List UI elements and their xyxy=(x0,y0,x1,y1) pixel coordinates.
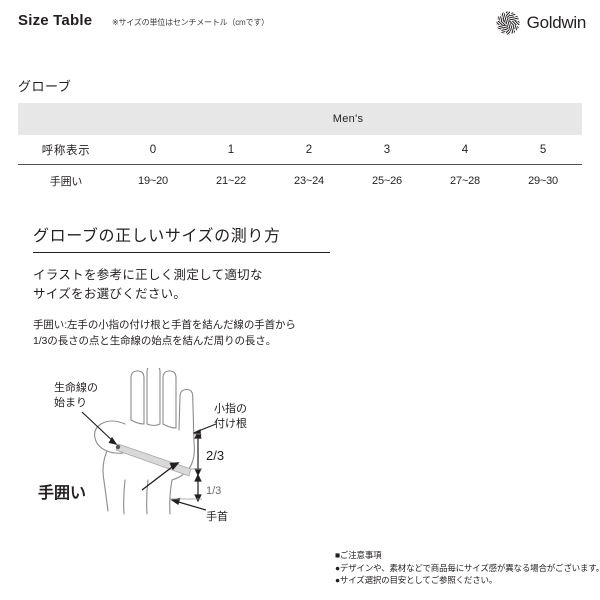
footer-note-1: ●デザインや、素材などで商品毎にサイズ感が異なる場合がございます。 xyxy=(335,562,600,573)
size-table: Men's 呼称表示 0 1 2 3 4 5 手囲い 19~20 21~22 2… xyxy=(18,103,583,197)
label-pinky-line-2: 付け根 xyxy=(214,416,247,430)
footer-note-2: ●サイズ選択の目安としてご参照ください。 xyxy=(335,575,498,585)
brand-name: Goldwin xyxy=(526,13,587,32)
snowflake-icon xyxy=(496,11,520,35)
row-label-size-name: 呼称表示 xyxy=(18,135,114,165)
cell-hand-circumference-5: 29~30 xyxy=(528,174,558,187)
cell-size-name-2: 2 xyxy=(270,135,348,165)
label-lifeline-line-1: 生命線の xyxy=(54,380,98,394)
cell-hand-circumference-4: 27~28 xyxy=(450,174,480,187)
section-label-glove: グローブ xyxy=(18,79,72,94)
cell-size-name-0: 0 xyxy=(114,135,192,165)
footer-note-0: ■ご注意事項 xyxy=(335,550,382,560)
table-row: 呼称表示 0 1 2 3 4 5 xyxy=(18,135,583,165)
cell-hand-circumference-0: 19~20 xyxy=(138,174,168,187)
cell-hand-circumference-2: 23~24 xyxy=(294,174,324,187)
cell-size-name-1: 1 xyxy=(192,135,270,165)
howto-divider xyxy=(33,252,330,253)
hand-measurement-illustration: 生命線の 始まり 小指の 付け根 2/3 1/3 手首 手囲い xyxy=(30,368,290,533)
measurement-band xyxy=(115,443,192,477)
howto-lead: イラストを参考に正しく測定して適切な サイズをお選びください。 xyxy=(33,266,263,304)
howto-lead-line-1: イラストを参考に正しく測定して適切な xyxy=(33,268,263,282)
cell-size-name-3: 3 xyxy=(348,135,426,165)
cell-hand-circumference-3: 25~26 xyxy=(372,174,402,187)
howto-title: グローブの正しいサイズの測り方 xyxy=(33,228,281,245)
howto-detail-line-2: 1/3の長さの点と生命線の始点を結んだ周りの長さ。 xyxy=(33,335,277,347)
table-header-blank xyxy=(18,103,114,135)
howto-lead-line-2: サイズをお選びください。 xyxy=(33,287,187,301)
howto-detail: 手囲い:左手の小指の付け根と手首を結んだ線の手首から 1/3の長さの点と生命線の… xyxy=(33,317,296,349)
label-pinky-line-1: 小指の xyxy=(214,401,247,415)
page-title: Size Table xyxy=(18,12,93,29)
label-wrist: 手首 xyxy=(206,509,228,523)
label-two-thirds: 2/3 xyxy=(206,448,224,463)
table-row: 手囲い 19~20 21~22 23~24 25~26 27~28 29~30 xyxy=(18,165,582,197)
brand-logo: Goldwin xyxy=(496,11,586,35)
howto-detail-line-1: 手囲い:左手の小指の付け根と手首を結んだ線の手首から xyxy=(33,319,296,331)
table-header-gender: Men's xyxy=(114,103,583,135)
page-header: Size Table ※サイズの単位はセンチメートル（cmです） xyxy=(0,0,600,46)
cell-size-name-5: 5 xyxy=(504,135,583,165)
label-hand-circumference: 手囲い xyxy=(38,483,86,502)
unit-note: ※サイズの単位はセンチメートル（cmです） xyxy=(112,18,269,27)
row-label-hand-circumference: 手囲い xyxy=(49,175,83,188)
label-one-third: 1/3 xyxy=(206,485,221,497)
cell-hand-circumference-1: 21~22 xyxy=(216,174,246,187)
table-header-row: Men's xyxy=(18,103,583,135)
label-lifeline-line-2: 始まり xyxy=(54,395,87,409)
footer-notes: ■ご注意事項 ●デザインや、素材などで商品毎にサイズ感が異なる場合がございます。… xyxy=(335,549,600,587)
cell-size-name-4: 4 xyxy=(426,135,504,165)
